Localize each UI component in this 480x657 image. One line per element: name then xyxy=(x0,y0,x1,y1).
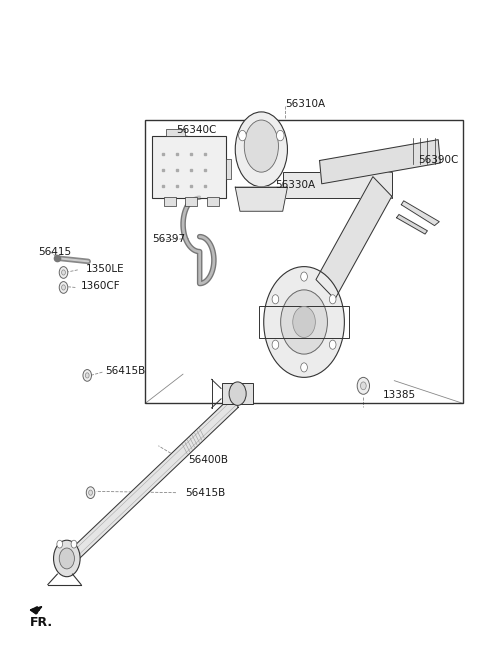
Bar xyxy=(259,306,349,338)
Bar xyxy=(185,197,197,206)
Text: 56330A: 56330A xyxy=(276,180,316,190)
Text: 56415: 56415 xyxy=(38,246,72,257)
Circle shape xyxy=(57,540,62,548)
Circle shape xyxy=(301,272,307,281)
Circle shape xyxy=(272,295,279,304)
Bar xyxy=(152,136,226,198)
Circle shape xyxy=(61,270,65,275)
Bar xyxy=(145,120,463,403)
Bar xyxy=(167,129,185,136)
Circle shape xyxy=(276,130,284,141)
Polygon shape xyxy=(59,396,238,572)
Text: 56310A: 56310A xyxy=(285,99,325,109)
Text: 1350LE: 1350LE xyxy=(86,263,124,273)
Circle shape xyxy=(264,267,344,377)
Ellipse shape xyxy=(244,120,278,172)
Circle shape xyxy=(61,285,65,290)
Text: 56340C: 56340C xyxy=(176,125,216,135)
Circle shape xyxy=(59,267,68,279)
Circle shape xyxy=(229,382,246,405)
Bar xyxy=(222,383,253,404)
Polygon shape xyxy=(316,177,392,300)
Circle shape xyxy=(85,373,89,378)
Circle shape xyxy=(239,130,246,141)
Polygon shape xyxy=(401,201,439,225)
Circle shape xyxy=(89,490,93,495)
Polygon shape xyxy=(396,214,427,234)
Circle shape xyxy=(59,282,68,293)
Circle shape xyxy=(329,295,336,304)
Text: FR.: FR. xyxy=(30,616,53,629)
Circle shape xyxy=(71,540,77,548)
Circle shape xyxy=(54,540,80,577)
Circle shape xyxy=(272,340,279,350)
Text: 56415B: 56415B xyxy=(185,487,226,497)
Text: 1360CF: 1360CF xyxy=(81,281,120,291)
Ellipse shape xyxy=(235,112,288,187)
Bar xyxy=(226,159,231,179)
Circle shape xyxy=(293,306,315,338)
Text: 56400B: 56400B xyxy=(188,455,228,465)
Polygon shape xyxy=(30,606,42,614)
Circle shape xyxy=(329,340,336,350)
Text: 56390C: 56390C xyxy=(418,156,458,166)
Polygon shape xyxy=(320,140,440,184)
Circle shape xyxy=(357,377,370,394)
Circle shape xyxy=(86,487,95,499)
Circle shape xyxy=(59,548,74,569)
Circle shape xyxy=(301,363,307,372)
Bar xyxy=(283,172,392,198)
Circle shape xyxy=(83,369,92,381)
Bar xyxy=(164,197,176,206)
Polygon shape xyxy=(235,187,288,212)
Text: 56415B: 56415B xyxy=(105,366,145,376)
Text: 56397: 56397 xyxy=(152,234,185,244)
Bar xyxy=(207,197,219,206)
Circle shape xyxy=(281,290,327,354)
Circle shape xyxy=(360,382,366,390)
Text: 13385: 13385 xyxy=(383,390,416,400)
